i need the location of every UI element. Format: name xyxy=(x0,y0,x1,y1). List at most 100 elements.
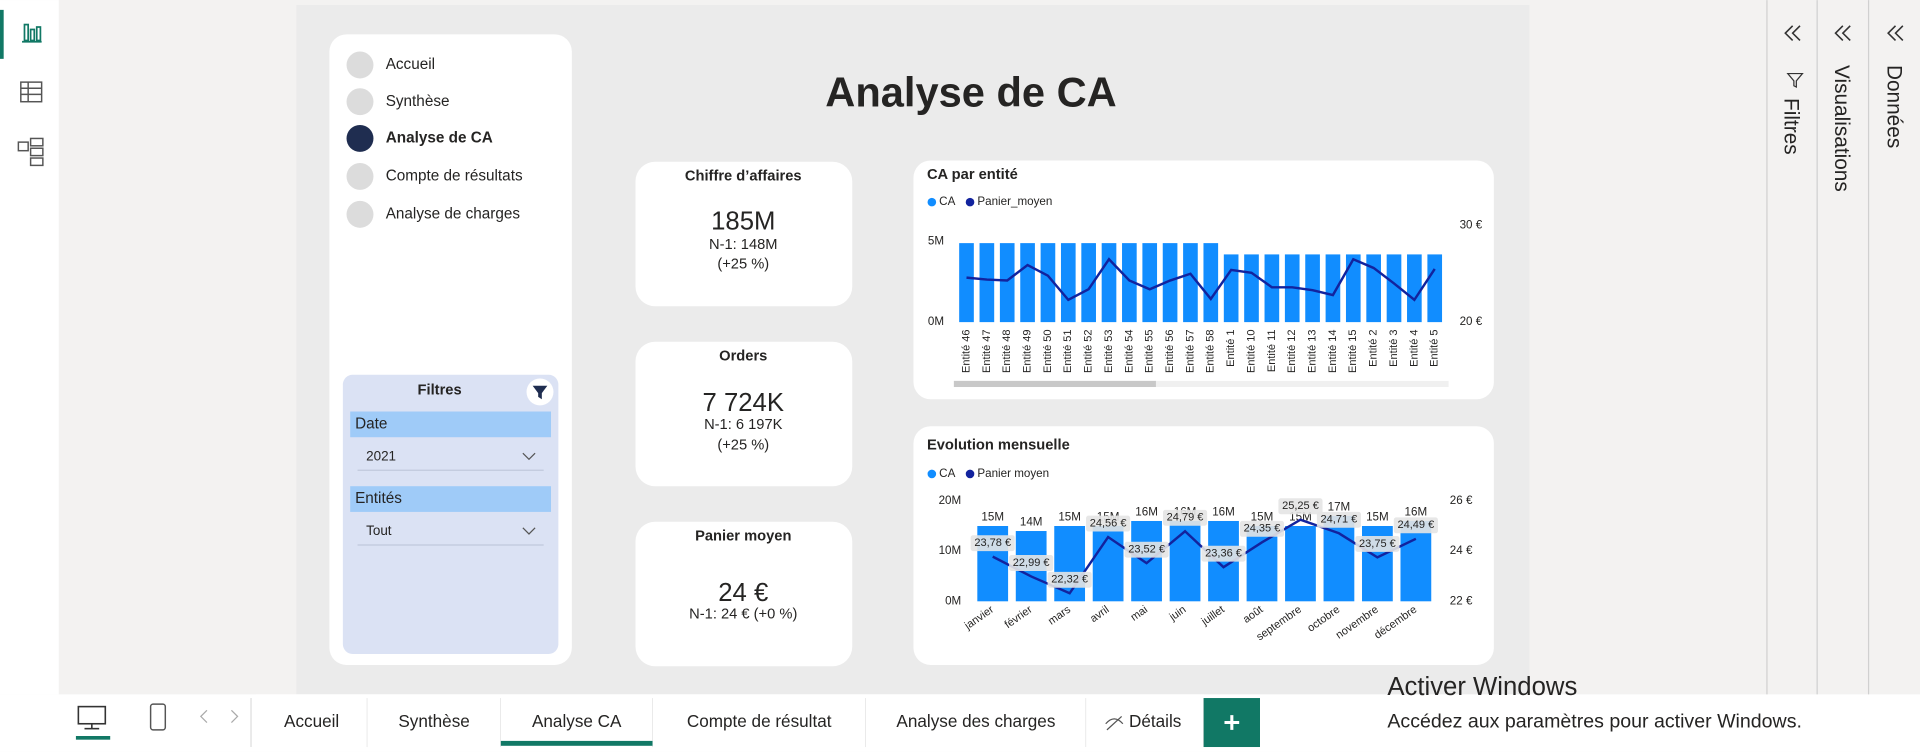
x-tick-label: Entité 48 xyxy=(1001,329,1013,372)
tab[interactable] xyxy=(1086,694,1204,748)
x-tick-label: Entité 46 xyxy=(960,329,972,372)
line-label-box xyxy=(1086,515,1131,532)
collapse-chevron[interactable] xyxy=(1887,25,1904,42)
tab[interactable] xyxy=(652,694,866,748)
bar xyxy=(1246,526,1278,602)
scrollbar-track xyxy=(953,380,1449,388)
dropdown-chevron[interactable] xyxy=(522,527,536,535)
line-value-label: 22,99 € xyxy=(1013,557,1050,569)
x-tick-label: Entité 50 xyxy=(1042,329,1054,372)
nav-icon[interactable] xyxy=(346,200,374,228)
line-label-box xyxy=(1162,509,1208,526)
tab-label[interactable]: Accueil xyxy=(284,711,339,731)
tab-label[interactable]: Synthèse xyxy=(398,711,469,731)
report-view-icon[interactable] xyxy=(22,23,42,43)
line xyxy=(966,257,1436,302)
mobile-layout-icon[interactable] xyxy=(149,703,167,731)
model-view-icon[interactable] xyxy=(17,137,44,167)
scrollbar-thumb[interactable] xyxy=(953,380,1156,388)
nav-icon[interactable] xyxy=(346,124,374,152)
tab-label[interactable]: Compte de résultat xyxy=(687,711,832,731)
tab-label[interactable]: Analyse CA xyxy=(532,711,622,731)
kpi-value: 24 € xyxy=(718,579,768,607)
kpi-card xyxy=(635,521,853,667)
x-tick-label: Entité 1 xyxy=(1225,329,1237,366)
line-label-box xyxy=(1393,517,1438,534)
line-value-label: 24,35 € xyxy=(1244,523,1281,535)
table-view-icon[interactable] xyxy=(20,81,43,103)
nav-item[interactable]: Analyse de charges xyxy=(386,205,521,222)
bar-value-label: 15M xyxy=(981,511,1004,524)
bar xyxy=(1285,526,1316,602)
kpi-title: Orders xyxy=(719,348,767,364)
tab[interactable] xyxy=(255,694,368,748)
x-tick-label: Entité 2 xyxy=(1368,329,1380,366)
watermark-text: Accédez aux paramètres pour activer Wind… xyxy=(1387,711,1802,733)
bar xyxy=(1169,520,1201,602)
collapse-chevron[interactable] xyxy=(1834,25,1851,42)
bar-value-label: 17M xyxy=(1328,500,1351,513)
bar xyxy=(1305,254,1320,323)
bar-value-label: 14M xyxy=(1020,516,1043,529)
bar-value-label: 16M xyxy=(1212,505,1235,518)
bar xyxy=(1020,243,1035,323)
y-tick-label: 5M xyxy=(928,235,944,248)
filter-value[interactable]: 2021 xyxy=(366,448,396,463)
x-tick-label: Entité 49 xyxy=(1021,329,1033,372)
x-tick-label: Entité 13 xyxy=(1306,329,1318,372)
y2-tick-label: 22 € xyxy=(1450,594,1473,607)
tab-label[interactable]: Détails xyxy=(1129,711,1181,731)
kpi-prior: N-1: 6 197K xyxy=(704,417,783,433)
desktop-layout-icon[interactable] xyxy=(77,705,107,730)
chart-card xyxy=(913,426,1494,665)
bar xyxy=(1427,254,1443,323)
bar xyxy=(1386,254,1402,323)
line-value-label: 22,32 € xyxy=(1051,574,1088,586)
line-value-label: 24,71 € xyxy=(1321,514,1358,526)
nav-item[interactable]: Analyse de CA xyxy=(386,129,493,146)
tab[interactable] xyxy=(865,694,1087,748)
nav-item[interactable]: Compte de résultats xyxy=(386,167,523,184)
pane-label[interactable]: Visualisations xyxy=(1830,65,1853,192)
bar-value-label: 15M xyxy=(1366,511,1389,524)
bar xyxy=(1060,243,1076,323)
legend-label: Panier_moyen xyxy=(977,195,1052,208)
line-label-box xyxy=(1355,535,1400,552)
line-value-label: 23,75 € xyxy=(1359,538,1396,550)
tab-label[interactable]: Analyse des charges xyxy=(896,711,1055,731)
layout-indicator xyxy=(75,736,111,740)
x-tick-label: Entité 55 xyxy=(1144,329,1156,372)
collapse-chevron[interactable] xyxy=(1784,25,1801,42)
nav-icon[interactable] xyxy=(346,162,374,190)
bar xyxy=(1325,254,1341,323)
y2-tick-label: 30 € xyxy=(1460,218,1483,231)
line-value-label: 23,78 € xyxy=(974,537,1011,549)
nav-icon[interactable] xyxy=(346,88,374,116)
nav-icon[interactable] xyxy=(346,51,374,79)
legend-marker xyxy=(927,197,937,207)
y-tick-label: 0M xyxy=(928,315,944,328)
y-tick-label: 0M xyxy=(945,594,961,607)
nav-item[interactable]: Synthèse xyxy=(386,93,450,110)
nav-item[interactable]: Accueil xyxy=(386,56,435,73)
kpi-change: (+25 %) xyxy=(717,438,769,454)
line-value-label: 23,52 € xyxy=(1128,544,1165,556)
filter-header xyxy=(350,411,552,438)
bar-value-label: 15M xyxy=(1058,511,1081,524)
tab[interactable] xyxy=(367,694,501,748)
bar xyxy=(1183,243,1198,323)
tab-prev-arrow[interactable] xyxy=(199,709,208,723)
line-label-box xyxy=(970,535,1015,552)
tab-next-arrow[interactable] xyxy=(230,709,239,723)
x-tick-label: Entité 52 xyxy=(1083,329,1095,372)
line-label-box xyxy=(1009,555,1054,571)
tab[interactable] xyxy=(500,694,653,748)
dropdown-chevron[interactable] xyxy=(522,452,536,461)
filter-value[interactable]: Tout xyxy=(366,523,392,538)
pane-label[interactable]: Données xyxy=(1883,65,1906,148)
filter-pane-icon xyxy=(1786,72,1804,89)
legend-marker xyxy=(965,469,975,479)
filter-header xyxy=(350,486,552,512)
pane-label[interactable]: Filtres xyxy=(1780,98,1803,155)
x-tick-label: Entité 5 xyxy=(1429,329,1441,366)
